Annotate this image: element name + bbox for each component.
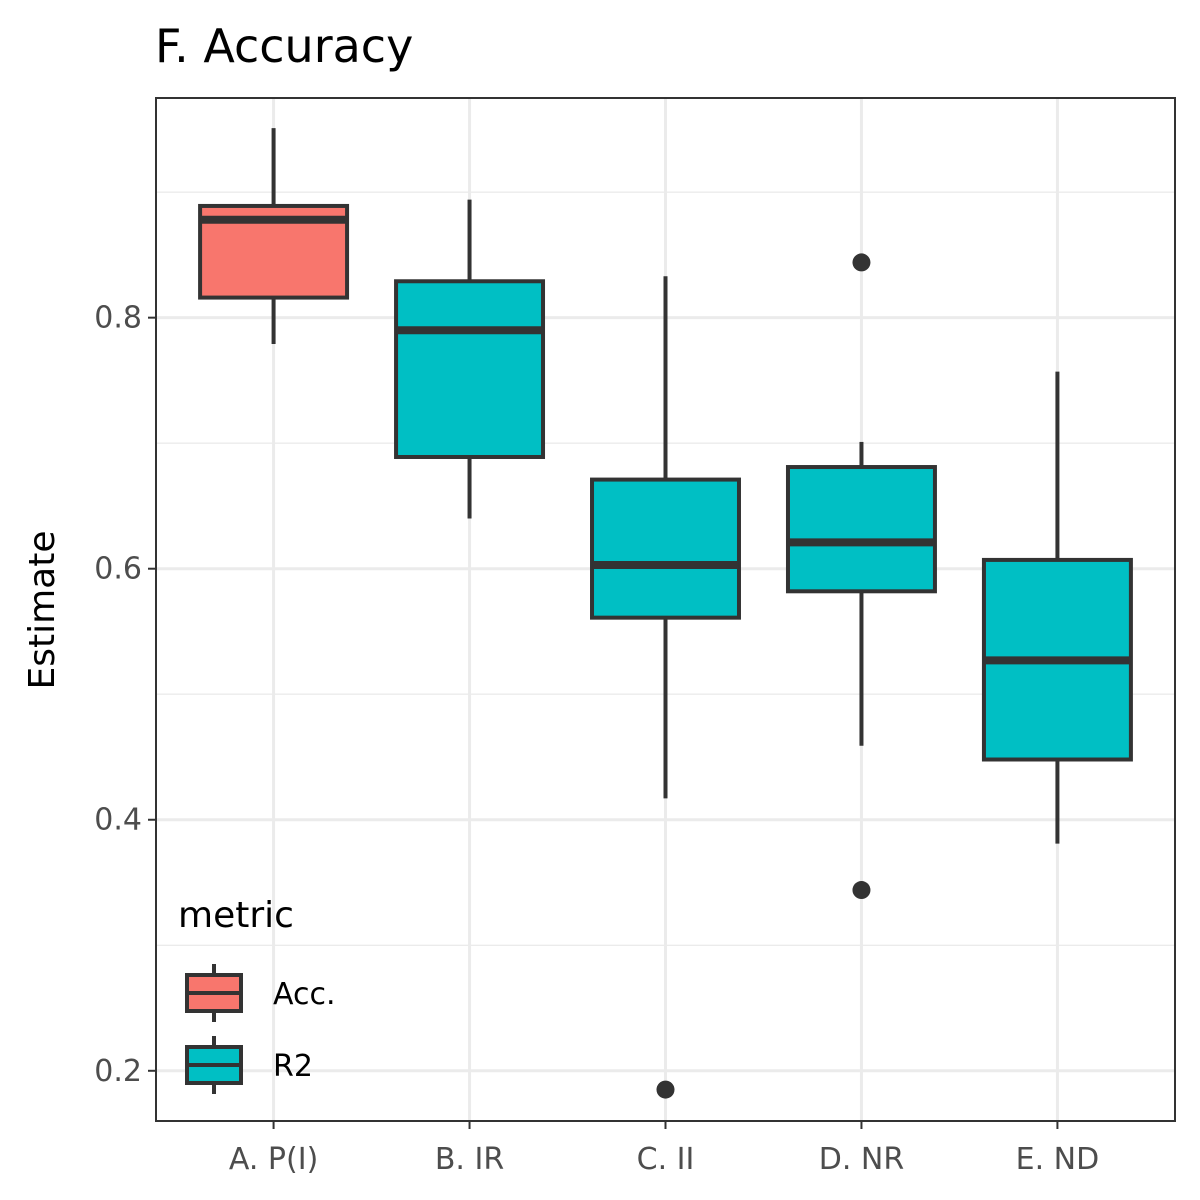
legend-label: Acc. — [273, 977, 336, 1012]
y-tick-label: 0.2 — [94, 1054, 142, 1089]
box-iqr — [785, 465, 937, 594]
box-4 — [785, 253, 937, 900]
box-1 — [198, 128, 350, 345]
x-tick-label: E. ND — [1016, 1142, 1100, 1177]
legend-key-1 — [185, 964, 243, 1022]
chart-title: F. Accuracy — [155, 19, 413, 73]
x-tick-label: A. P(I) — [229, 1142, 318, 1177]
box-3 — [590, 276, 741, 1099]
box-iqr — [590, 477, 741, 620]
legend-title: metric — [178, 895, 294, 936]
x-tick-label: B. IR — [435, 1142, 504, 1177]
y-axis-title: Estimate — [22, 530, 63, 689]
y-tick-label: 0.6 — [94, 552, 142, 587]
y-tick-label: 0.8 — [94, 301, 142, 336]
legend-label: R2 — [273, 1049, 313, 1084]
outlier-point — [852, 881, 871, 900]
box-2 — [394, 199, 546, 519]
box-layer — [198, 128, 1133, 1099]
legend-key-2 — [185, 1036, 243, 1094]
x-tick-label: D. NR — [819, 1142, 904, 1177]
outlier-point — [656, 1080, 675, 1099]
box-iqr — [394, 279, 546, 459]
y-tick-label: 0.4 — [94, 803, 142, 838]
axis-layer: 0.2 0.4 0.6 0.8 A. P(I) B. IR C. II D. NR E. ND — [94, 301, 1099, 1177]
legend: metric Acc. R2 — [178, 895, 336, 1094]
outlier-point — [852, 253, 871, 272]
x-tick-label: C. II — [637, 1142, 695, 1177]
box-5 — [981, 371, 1133, 844]
